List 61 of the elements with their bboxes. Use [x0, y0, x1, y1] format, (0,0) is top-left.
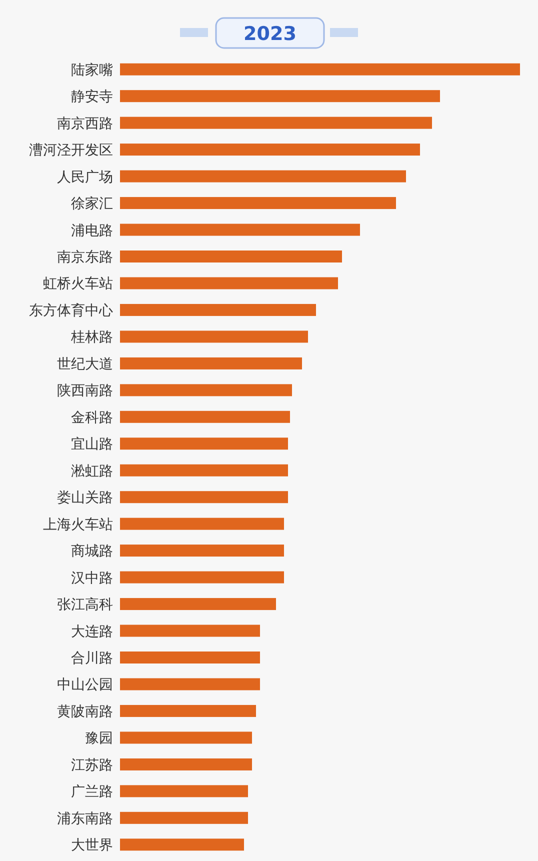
bar	[120, 758, 252, 770]
bar	[120, 732, 252, 744]
bar	[120, 63, 520, 76]
bar	[120, 812, 248, 824]
y-tick-label: 黄陂南路	[57, 704, 113, 720]
bar	[120, 304, 316, 316]
y-tick-label: 汉中路	[71, 570, 113, 586]
y-tick-label: 浦东南路	[57, 810, 113, 827]
y-tick-label: 淞虹路	[71, 463, 113, 480]
y-tick-label: 浦电路	[71, 222, 113, 239]
chart-title: 2023	[244, 23, 296, 45]
bar	[120, 464, 288, 476]
bar	[120, 838, 244, 851]
y-tick-label: 南京东路	[57, 250, 113, 266]
y-tick-label: 娄山关路	[57, 490, 113, 506]
bar	[120, 652, 260, 664]
bar	[120, 90, 440, 102]
bar	[120, 357, 302, 370]
bar	[120, 330, 308, 343]
y-tick-label: 漕河泾开发区	[29, 142, 113, 159]
y-tick-label: 大连路	[71, 624, 113, 640]
bar	[120, 170, 406, 182]
y-tick-label: 江苏路	[71, 757, 113, 774]
y-tick-label: 陆家嘴	[71, 62, 113, 78]
bar	[120, 518, 284, 530]
bar	[120, 785, 248, 798]
bar	[120, 384, 292, 396]
bar	[120, 678, 260, 690]
bar	[120, 250, 342, 262]
y-tick-label: 中山公园	[57, 677, 113, 694]
y-tick-label: 张江高科	[57, 597, 113, 614]
bar	[120, 571, 284, 584]
y-tick-label: 东方体育中心	[29, 302, 113, 319]
bar	[120, 224, 360, 236]
y-tick-label: 宜山路	[71, 436, 113, 453]
y-tick-label: 大世界	[71, 838, 113, 854]
y-tick-label: 广兰路	[71, 784, 113, 800]
bar	[120, 410, 290, 423]
y-tick-label: 合川路	[71, 650, 113, 666]
y-tick-label: 商城路	[71, 544, 113, 560]
bar	[120, 624, 260, 637]
bar	[120, 197, 396, 210]
bar	[120, 598, 276, 610]
bar	[120, 144, 420, 156]
bar	[120, 544, 284, 557]
bar	[120, 491, 288, 504]
y-tick-label: 桂林路	[70, 330, 113, 346]
bar	[120, 277, 338, 290]
y-tick-label: 人民广场	[57, 169, 113, 186]
bar	[120, 704, 256, 717]
y-tick-label: 陕西南路	[57, 383, 113, 400]
y-tick-label: 豫园	[85, 730, 113, 747]
bar	[120, 116, 432, 129]
y-tick-label: 徐家汇	[71, 196, 113, 212]
bar	[120, 438, 288, 450]
y-tick-label: 虹桥火车站	[43, 276, 113, 292]
y-tick-label: 上海火车站	[43, 516, 113, 533]
y-tick-label: 静安寺	[71, 89, 113, 106]
y-tick-label: 金科路	[71, 410, 113, 426]
y-tick-label: 南京西路	[57, 116, 113, 132]
y-tick-label: 世纪大道	[57, 356, 113, 372]
